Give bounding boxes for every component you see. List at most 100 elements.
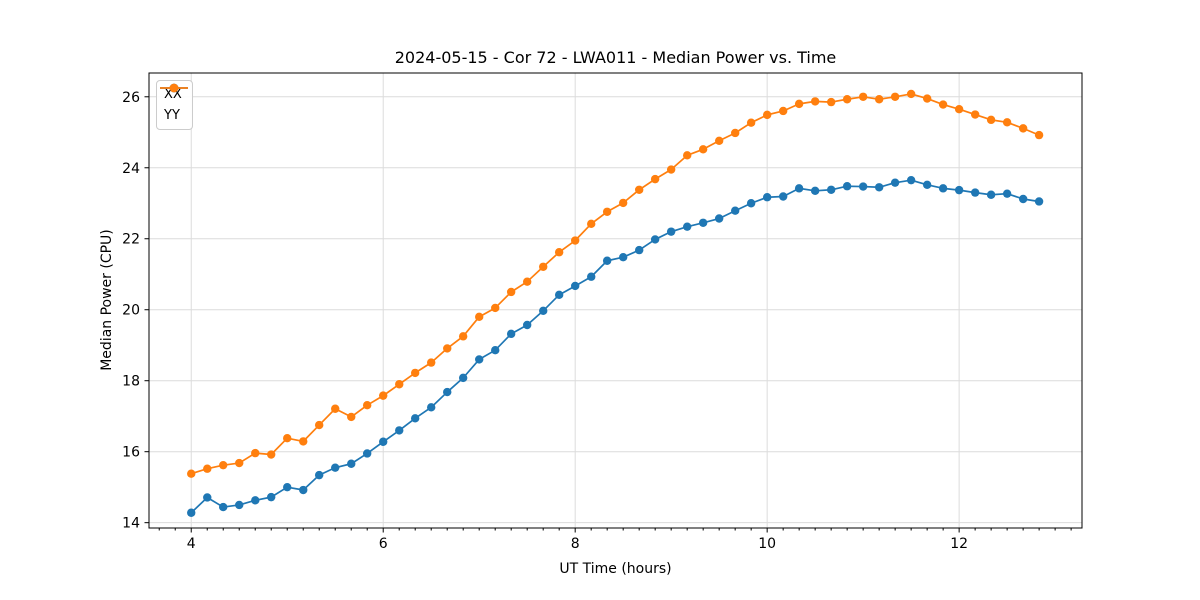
series-xx-marker xyxy=(187,508,196,517)
series-yy-marker xyxy=(906,89,916,99)
series-yy-marker xyxy=(362,401,372,410)
series-xx-marker xyxy=(379,437,388,446)
y-tick-label: 18 xyxy=(122,374,140,390)
series-yy-marker xyxy=(794,99,804,109)
series-xx-marker xyxy=(842,182,852,191)
series-xx-marker xyxy=(475,355,484,364)
series-xx-marker xyxy=(219,502,228,512)
series-xx-marker xyxy=(266,492,276,502)
x-axis-label: UT Time (hours) xyxy=(559,561,672,577)
legend-label-yy: YY xyxy=(164,108,180,123)
series-yy-marker xyxy=(251,448,260,458)
series-yy-marker xyxy=(618,198,628,208)
series-yy-marker xyxy=(1018,124,1028,133)
series-xx-marker xyxy=(283,482,292,492)
y-axis-label: Median Power (CPU) xyxy=(99,229,115,371)
series-xx-marker xyxy=(970,188,980,197)
series-yy-marker xyxy=(347,412,356,422)
series-yy-marker xyxy=(299,437,308,446)
series-yy-line xyxy=(190,93,1040,475)
series-xx-marker xyxy=(683,222,692,231)
series-yy-marker xyxy=(427,358,436,367)
legend: XX YY xyxy=(156,80,193,130)
series-yy-marker xyxy=(491,303,500,313)
series-xx-marker xyxy=(203,493,212,502)
series-xx-marker xyxy=(251,496,260,505)
series-yy-marker xyxy=(1002,118,1012,127)
series-yy-marker xyxy=(826,97,836,107)
series-yy-marker xyxy=(890,92,900,101)
series-xx-marker xyxy=(235,500,244,510)
series-yy-marker xyxy=(650,174,660,184)
series-yy-marker xyxy=(810,97,820,106)
series-yy-marker xyxy=(443,344,452,353)
series-yy-marker xyxy=(458,332,468,341)
series-xx-marker xyxy=(1018,194,1028,204)
series-yy-marker xyxy=(475,312,484,322)
series-yy-marker xyxy=(762,110,772,120)
series-xx-marker xyxy=(491,345,500,355)
legend-item-yy: YY xyxy=(160,83,188,124)
axes-spines xyxy=(148,72,1083,529)
y-tick-label: 16 xyxy=(122,445,140,461)
series-yy-marker xyxy=(314,420,324,430)
series-xx-marker xyxy=(986,190,996,199)
series-xx-marker xyxy=(458,373,468,383)
series-xx-marker xyxy=(890,178,900,187)
series-xx-marker xyxy=(858,182,868,191)
series-yy-marker xyxy=(683,151,692,160)
series-xx-marker xyxy=(698,218,708,227)
series-yy-marker xyxy=(858,92,868,101)
series-xx-marker xyxy=(954,185,964,195)
series-yy-marker xyxy=(587,219,596,229)
series-yy-marker xyxy=(235,458,244,468)
series-xx-marker xyxy=(906,175,916,185)
series-xx-marker xyxy=(762,193,772,202)
series-yy-marker xyxy=(938,100,948,109)
series-yy-marker xyxy=(954,105,964,114)
series-xx-marker xyxy=(539,306,548,315)
series-xx-marker xyxy=(810,186,820,196)
series-xx-marker xyxy=(1034,197,1044,206)
series-xx-marker xyxy=(938,184,948,193)
series-xx-marker xyxy=(650,235,660,244)
x-tick-label: 10 xyxy=(758,536,776,552)
series-yy-marker xyxy=(602,207,612,216)
series-xx-line xyxy=(190,179,1040,514)
series-yy-marker xyxy=(395,380,404,389)
series-yy-marker xyxy=(283,434,292,443)
series-xx-marker xyxy=(347,459,356,468)
x-tick-label: 6 xyxy=(379,536,388,552)
series-xx-marker xyxy=(427,403,436,412)
series-xx-marker xyxy=(395,426,404,435)
series-yy-marker xyxy=(1034,130,1044,140)
series-yy-marker xyxy=(746,118,756,127)
series-yy-marker xyxy=(331,404,340,413)
y-tick-label: 22 xyxy=(122,232,140,248)
series-yy-marker xyxy=(219,460,228,470)
y-tick-label: 26 xyxy=(122,90,140,106)
series-yy-marker xyxy=(506,287,516,297)
series-yy-marker xyxy=(203,464,212,473)
series-yy-marker xyxy=(554,248,564,257)
y-tick-label: 24 xyxy=(122,161,140,177)
series-xx-marker xyxy=(602,256,612,265)
series-yy-marker xyxy=(986,115,996,125)
series-xx-marker xyxy=(506,329,516,339)
series-yy-marker xyxy=(379,391,388,400)
y-tick-label: 20 xyxy=(122,303,140,319)
series-xx-marker xyxy=(1002,189,1012,198)
series-yy-marker xyxy=(522,277,532,286)
series-yy-marker xyxy=(410,368,420,378)
series-xx-marker xyxy=(778,192,788,201)
series-yy-marker xyxy=(970,110,980,119)
series-xx-marker xyxy=(443,387,452,397)
legend-line-marker-yy-icon xyxy=(160,83,188,93)
series-xx-marker xyxy=(794,184,804,193)
series-xx-marker xyxy=(331,463,340,472)
series-yy-marker xyxy=(874,95,884,104)
series-yy-marker xyxy=(731,128,740,138)
x-tick-label: 8 xyxy=(571,536,580,552)
